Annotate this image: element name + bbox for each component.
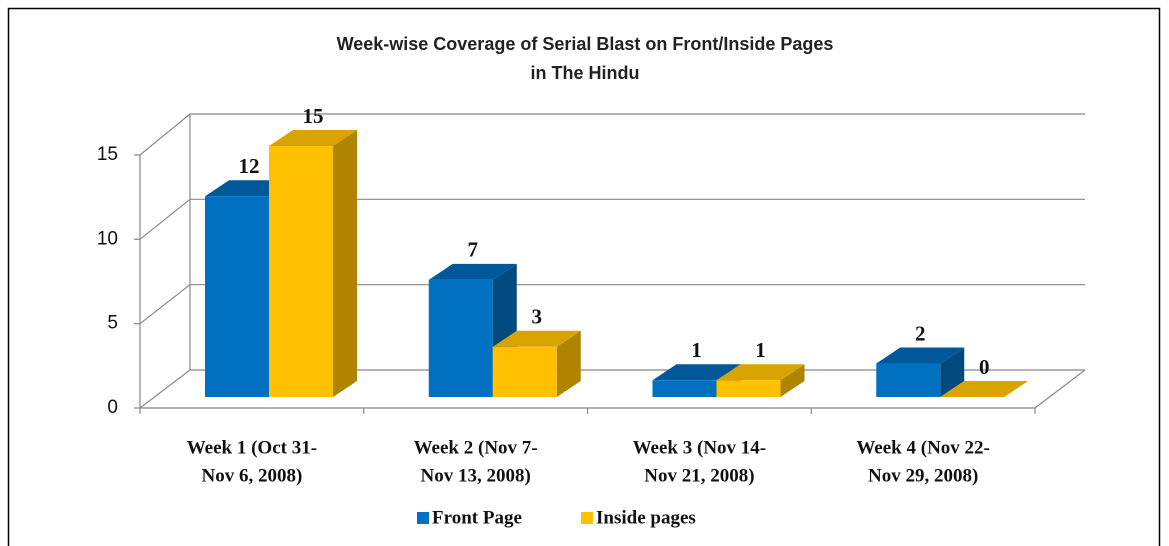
y-tick-label: 0	[107, 397, 118, 418]
legend-swatch	[581, 512, 593, 524]
bar-side	[333, 130, 357, 397]
x-tick-label: Nov 6, 2008)	[201, 465, 302, 486]
x-tick-label: Week 3 (Nov 14-	[633, 437, 767, 458]
bar	[428, 279, 493, 397]
legend-label: Inside pages	[596, 507, 696, 528]
y-tick-label: 5	[107, 313, 118, 334]
wall-grid	[139, 284, 191, 325]
x-tick-label: Week 1 (Oct 31-	[187, 437, 317, 458]
value-label: 7	[468, 238, 479, 262]
bar-top	[269, 130, 357, 146]
value-label: 0	[979, 355, 990, 379]
x-tick-label: Nov 21, 2008)	[644, 465, 754, 486]
bar-top	[716, 364, 805, 381]
bar-top	[940, 381, 1029, 397]
wall-grid	[139, 198, 191, 240]
bar-side	[556, 330, 581, 397]
x-tick-label: Nov 29, 2008)	[868, 465, 978, 486]
value-label: 12	[239, 154, 260, 178]
y-tick-label: 15	[97, 144, 118, 165]
bar-top	[876, 347, 965, 364]
value-label: 3	[532, 305, 543, 329]
chart-title: Week-wise Coverage of Serial Blast on Fr…	[337, 34, 834, 54]
bar	[652, 380, 717, 397]
bar	[876, 363, 941, 397]
value-label: 1	[691, 338, 702, 362]
chart-title: in The Hindu	[531, 63, 640, 83]
legend-swatch	[417, 512, 429, 524]
chart-border	[7, 7, 1161, 546]
bar	[716, 380, 781, 397]
value-label: 15	[303, 104, 324, 128]
value-label: 1	[755, 338, 766, 362]
bar	[205, 196, 269, 397]
bar	[492, 346, 557, 397]
bar-top	[652, 364, 741, 381]
y-tick-label: 10	[97, 228, 118, 249]
x-tick-label: Week 4 (Nov 22-	[856, 437, 990, 458]
value-label: 2	[915, 321, 926, 345]
x-tick-label: Week 2 (Nov 7-	[414, 437, 538, 458]
wall-grid	[139, 113, 191, 156]
bar-side	[940, 347, 965, 397]
bar-side	[780, 364, 805, 397]
bar-top	[428, 263, 517, 280]
bar-top	[492, 330, 581, 347]
legend-label: Front Page	[432, 507, 522, 528]
wall-grid	[139, 369, 191, 409]
x-tick-label: Nov 13, 2008)	[420, 465, 530, 486]
bar	[269, 146, 333, 397]
